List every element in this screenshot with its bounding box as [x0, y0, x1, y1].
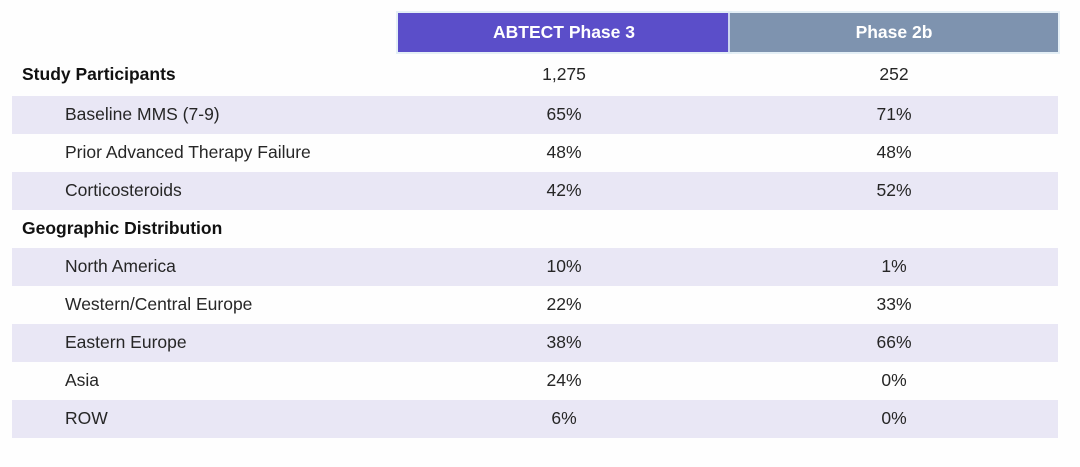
table-row: Prior Advanced Therapy Failure 48% 48%	[12, 134, 1058, 172]
table-row: Corticosteroids 42% 52%	[12, 172, 1058, 210]
phase2b-value: 66%	[876, 332, 912, 353]
row-label: Study Participants	[22, 64, 176, 85]
phase2b-value: 71%	[876, 104, 912, 125]
row-label: Baseline MMS (7-9)	[65, 104, 220, 125]
row-label: North America	[65, 256, 176, 277]
row-label: Geographic Distribution	[22, 218, 223, 239]
phase3-value: 1,275	[542, 64, 586, 85]
table-header-row: ABTECT Phase 3 Phase 2b	[12, 13, 1058, 52]
phase2b-value: 252	[879, 64, 909, 85]
table-row: Study Participants 1,275 252	[12, 54, 1058, 96]
phase2b-value: 1%	[881, 256, 907, 277]
phase3-value: 65%	[546, 104, 582, 125]
row-label: Eastern Europe	[65, 332, 187, 353]
table-row: North America 10% 1%	[12, 248, 1058, 286]
phase3-value: 22%	[546, 294, 582, 315]
header-phase2b: Phase 2b	[730, 13, 1058, 52]
table-row: Asia 24% 0%	[12, 362, 1058, 400]
study-comparison-table: ABTECT Phase 3 Phase 2b Study Participan…	[12, 13, 1058, 438]
phase2b-value: 0%	[881, 370, 907, 391]
table-row: Western/Central Europe 22% 33%	[12, 286, 1058, 324]
table-body: Study Participants 1,275 252 Baseline MMS (…	[12, 54, 1058, 438]
phase2b-value: 0%	[881, 408, 907, 429]
phase3-value: 10%	[546, 256, 582, 277]
phase3-value: 42%	[546, 180, 582, 201]
phase2b-value: 48%	[876, 142, 912, 163]
phase2b-value: 52%	[876, 180, 912, 201]
header-abtect-phase3: ABTECT Phase 3	[398, 13, 730, 52]
phase3-value: 6%	[551, 408, 577, 429]
phase3-value: 38%	[546, 332, 582, 353]
table-row: Eastern Europe 38% 66%	[12, 324, 1058, 362]
row-label: ROW	[65, 408, 108, 429]
phase3-value: 48%	[546, 142, 582, 163]
row-label: Asia	[65, 370, 100, 391]
table-row: Geographic Distribution	[12, 210, 1058, 248]
table-row: Baseline MMS (7-9) 65% 71%	[12, 96, 1058, 134]
table-row: ROW 6% 0%	[12, 400, 1058, 438]
row-label: Corticosteroids	[65, 180, 182, 201]
phase3-value: 24%	[546, 370, 582, 391]
row-label: Western/Central Europe	[65, 294, 253, 315]
phase2b-value: 33%	[876, 294, 912, 315]
row-label: Prior Advanced Therapy Failure	[65, 142, 311, 163]
